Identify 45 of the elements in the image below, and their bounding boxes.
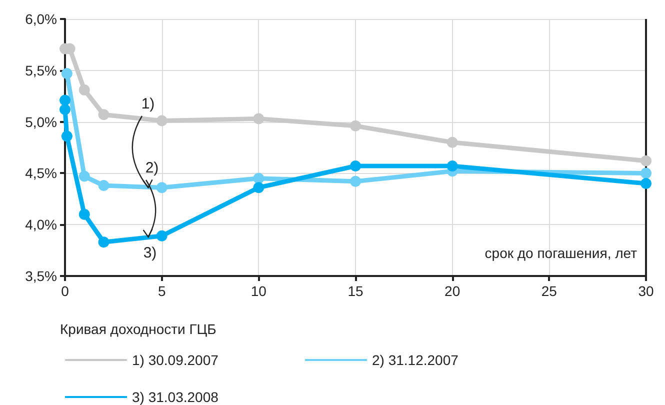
point — [350, 160, 361, 172]
x-tick-label: 25 — [541, 283, 558, 299]
x-tick-label: 10 — [250, 283, 267, 299]
y-tick-label: 5,0% — [25, 114, 57, 130]
legend-label: 1) 30.09.2007 — [132, 352, 219, 368]
point — [60, 104, 70, 115]
x-tick-label: 30 — [638, 283, 654, 299]
point — [640, 178, 652, 189]
y-tick-label: 3,5% — [25, 268, 57, 284]
annotation: 2) — [145, 160, 159, 176]
point — [156, 182, 168, 194]
legend-label: 3) 31.03.2008 — [132, 389, 219, 405]
point — [640, 155, 652, 166]
point — [98, 109, 110, 120]
x-tick-label: 0 — [61, 283, 70, 299]
point — [61, 130, 72, 142]
annotation: 1) — [141, 96, 155, 112]
point — [60, 94, 70, 106]
point — [253, 113, 264, 124]
point — [78, 170, 90, 182]
x-axis-title: срок до погашения, лет — [484, 245, 638, 261]
y-tick-label: 4,5% — [25, 165, 57, 182]
x-tick-label: 5 — [158, 283, 166, 299]
x-tick-label: 15 — [348, 283, 364, 299]
y-tick-label: 6,0% — [25, 11, 57, 27]
point — [78, 208, 90, 220]
point — [253, 182, 264, 194]
x-tick-label: 20 — [444, 283, 460, 299]
point — [156, 115, 168, 126]
point — [446, 160, 458, 172]
annotation: 3) — [143, 244, 157, 262]
point — [61, 68, 72, 79]
y-tick-label: 4,0% — [25, 216, 57, 233]
legend-title: Кривая доходности ГЦБ — [60, 321, 216, 337]
point — [156, 230, 168, 242]
y-tick-label: 5,5% — [25, 62, 57, 78]
point — [78, 84, 90, 96]
point — [640, 168, 652, 179]
legend-label: 2) 31.12.2007 — [372, 352, 459, 368]
point — [446, 136, 458, 148]
point — [350, 176, 361, 187]
point — [253, 172, 264, 184]
point — [98, 236, 110, 248]
point — [98, 180, 110, 192]
point — [350, 120, 361, 132]
